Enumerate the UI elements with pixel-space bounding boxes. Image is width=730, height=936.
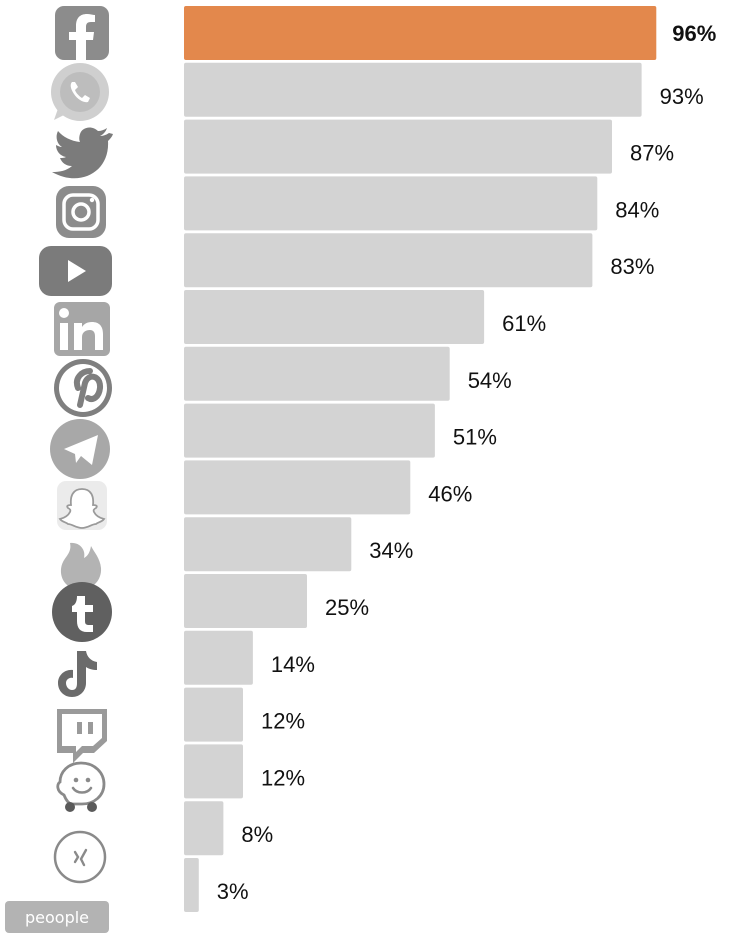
value-label: 96% (672, 21, 716, 46)
twitter-icon (52, 127, 113, 179)
value-labels-group: 96% 93% 87% 84% 83% 61% 54% 51% 46% 34% 25% 14% 12% 1… (217, 21, 717, 904)
youtube-icon (39, 246, 112, 296)
bar-instagram (184, 176, 598, 231)
bar-facebook (184, 6, 657, 60)
bar-tumblr (184, 574, 307, 628)
snapchat-icon (57, 481, 107, 530)
bar-tinder (184, 517, 352, 572)
value-label: 3% (217, 879, 249, 904)
telegram-icon (50, 419, 110, 479)
value-label: 54% (468, 368, 512, 393)
value-label: 25% (325, 595, 369, 620)
bar-whatsapp (184, 62, 642, 117)
tiktok-icon (58, 651, 97, 697)
tinder-icon (60, 542, 102, 590)
tumblr-icon (52, 582, 112, 642)
bar-waze (184, 744, 243, 799)
bar-youtube (184, 233, 593, 288)
value-label: 61% (502, 311, 546, 336)
bar-snapchat (184, 460, 411, 515)
value-label: 8% (241, 822, 273, 847)
peoople-logo-text: peoople (25, 908, 89, 927)
whatsapp-icon (51, 63, 109, 121)
bar-tiktok (184, 630, 253, 685)
bar-twitter (184, 119, 612, 174)
bar-linkedin (184, 290, 485, 344)
xing-icon (53, 830, 107, 884)
bar-pinterest (184, 346, 450, 401)
bar-twitch (184, 687, 243, 742)
value-label: 87% (630, 141, 674, 166)
value-label: 12% (261, 709, 305, 734)
value-label: 12% (261, 765, 305, 790)
value-label: 46% (428, 481, 472, 506)
linkedin-icon (54, 302, 110, 356)
bar-telegram (184, 403, 435, 458)
platform-icons: peoople (5, 6, 113, 933)
bar-peoople (184, 858, 199, 912)
twitch-icon (57, 709, 107, 763)
facebook-icon (55, 6, 109, 60)
value-label: 84% (615, 197, 659, 222)
instagram-icon (56, 186, 106, 238)
value-label: 34% (369, 538, 413, 563)
value-label: 51% (453, 425, 497, 450)
pinterest-icon (54, 359, 112, 417)
value-label: 83% (610, 254, 654, 279)
bar-xing (184, 801, 224, 856)
value-label: 14% (271, 652, 315, 677)
bars-group (184, 6, 657, 912)
peoople-logo: peoople (5, 901, 109, 933)
waze-icon (56, 761, 106, 812)
value-label: 93% (660, 84, 704, 109)
